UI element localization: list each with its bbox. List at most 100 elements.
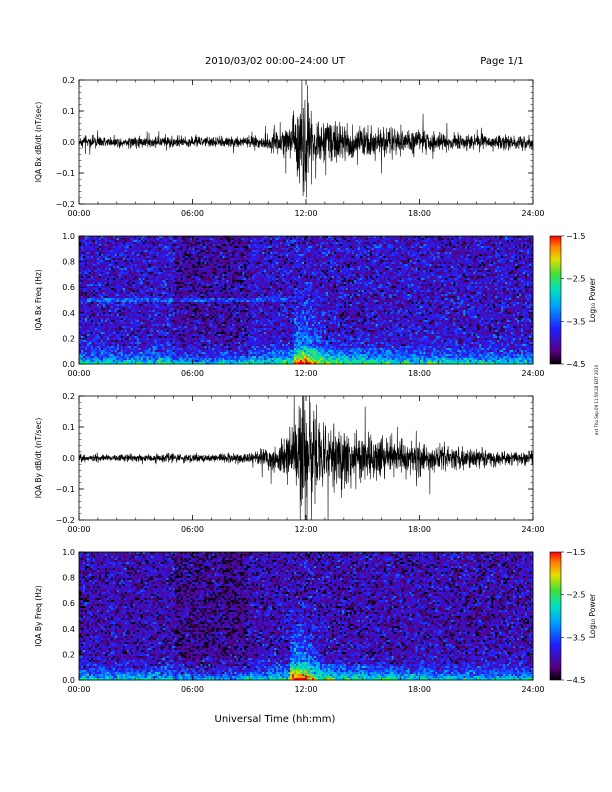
heatmap-cell <box>146 254 150 257</box>
heatmap-cell <box>204 262 207 265</box>
heatmap-cell <box>453 250 456 253</box>
heatmap-cell <box>453 254 456 257</box>
heatmap-cell <box>473 252 476 255</box>
heatmap-cell <box>282 252 285 255</box>
heatmap-cell <box>423 248 426 251</box>
heatmap-cell <box>222 238 225 241</box>
heatmap-cell <box>477 248 480 251</box>
heatmap-cell <box>449 260 452 263</box>
heatmap-cell <box>355 256 359 259</box>
heatmap-cell <box>258 258 261 261</box>
heatmap-cell <box>401 248 404 251</box>
heatmap-cell <box>102 258 106 261</box>
heatmap-cell <box>365 236 369 239</box>
heatmap-cell <box>288 262 291 265</box>
heatmap-cell <box>254 260 257 263</box>
heatmap-cell <box>262 236 265 239</box>
heatmap-cell <box>110 246 114 249</box>
heatmap-cell <box>435 238 438 241</box>
heatmap-cell <box>363 238 367 241</box>
heatmap-cell <box>188 244 191 247</box>
heatmap-cell <box>321 256 325 259</box>
heatmap-cell <box>252 244 255 247</box>
heatmap-cell <box>218 256 221 259</box>
heatmap-cell <box>435 246 438 249</box>
heatmap-cell <box>186 258 189 261</box>
heatmap-cell <box>423 244 426 247</box>
heatmap-cell <box>104 248 108 251</box>
heatmap-cell <box>178 244 181 247</box>
heatmap-cell <box>309 236 313 239</box>
heatmap-cell <box>469 248 472 251</box>
heatmap-cell <box>515 248 518 251</box>
heatmap-cell <box>156 256 160 259</box>
heatmap-cell <box>441 250 444 253</box>
heatmap-cell <box>437 252 440 255</box>
heatmap-cell <box>517 252 520 255</box>
heatmap-cell <box>439 236 442 239</box>
heatmap-cell <box>453 240 456 243</box>
heatmap-cell <box>298 254 301 257</box>
heatmap-cell <box>212 238 215 241</box>
heatmap-cell <box>160 236 164 239</box>
heatmap-cell <box>347 236 351 239</box>
heatmap-cell <box>371 246 375 249</box>
heatmap-cell <box>459 242 462 245</box>
heatmap-cell <box>116 250 120 253</box>
heatmap-cell <box>311 244 315 247</box>
heatmap-cell <box>98 246 102 249</box>
heatmap-cell <box>333 262 337 265</box>
heatmap-cell <box>387 254 391 257</box>
heatmap-cell <box>228 246 231 249</box>
heatmap-cell <box>471 244 474 247</box>
y-tick-label: 0.0 <box>62 138 75 147</box>
heatmap-cell <box>94 262 98 265</box>
heatmap-cell <box>264 246 267 249</box>
heatmap-cell <box>186 244 189 247</box>
heatmap-cell <box>142 254 146 257</box>
heatmap-cell <box>254 242 257 245</box>
heatmap-cell <box>178 248 181 251</box>
heatmap-cell <box>114 254 118 257</box>
heatmap-cell <box>246 258 249 261</box>
heatmap-cell <box>335 246 339 249</box>
heatmap-cell <box>345 248 349 251</box>
heatmap-cell <box>529 244 532 247</box>
heatmap-cell <box>166 244 169 247</box>
heatmap-cell <box>292 262 295 265</box>
heatmap-cell <box>517 244 520 247</box>
heatmap-cell <box>88 236 92 239</box>
heatmap-cell <box>323 260 327 263</box>
heatmap-cell <box>270 260 273 263</box>
heatmap-cell <box>391 252 395 255</box>
heatmap-cell <box>200 252 203 255</box>
heatmap-cell <box>182 246 185 249</box>
heatmap-cell <box>188 252 191 255</box>
heatmap-cell <box>489 260 492 263</box>
heatmap-cell <box>256 236 259 239</box>
heatmap-cell <box>353 248 357 251</box>
heatmap-cell <box>238 244 241 247</box>
heatmap-cell <box>515 238 518 241</box>
heatmap-cell <box>465 242 468 245</box>
heatmap-cell <box>160 254 164 257</box>
heatmap-cell <box>82 238 86 241</box>
heatmap-cell <box>282 238 285 241</box>
heatmap-cell <box>521 260 524 263</box>
heatmap-cell <box>272 242 275 245</box>
heatmap-cell <box>401 244 404 247</box>
heatmap-cell <box>353 244 357 247</box>
heatmap-cell <box>499 250 502 253</box>
heatmap-cell <box>88 254 92 257</box>
heatmap-cell <box>100 256 104 259</box>
heatmap-cell <box>220 236 223 239</box>
heatmap-cell <box>152 252 156 255</box>
heatmap-cell <box>176 256 179 259</box>
heatmap-cell <box>345 238 349 241</box>
heatmap-cell <box>479 246 482 249</box>
heatmap-cell <box>427 244 430 247</box>
heatmap-cell <box>483 256 486 259</box>
heatmap-cell <box>329 250 333 253</box>
heatmap-cell <box>529 236 532 239</box>
heatmap-cell <box>280 246 283 249</box>
